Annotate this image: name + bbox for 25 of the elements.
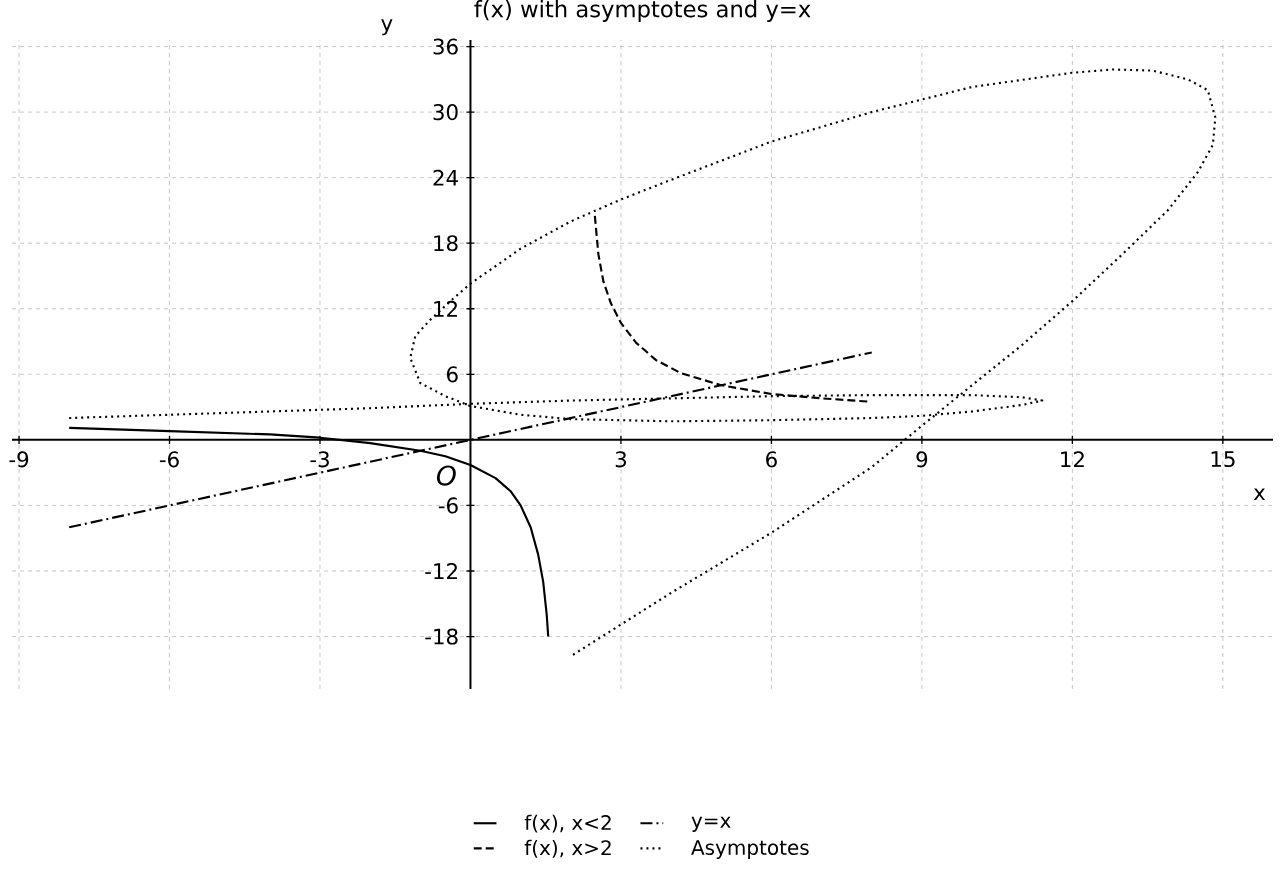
legend-label: f(x), x>2 [524,839,611,858]
y-tick-label: 30 [433,104,458,121]
x-tick-label: -6 [159,451,179,468]
legend-label: f(x), x<2 [524,814,611,833]
y-tick-label: 36 [433,38,458,55]
x-tick-label: 12 [1061,451,1084,468]
y-tick-label: -18 [425,628,458,645]
y-tick-label: -12 [425,563,457,579]
x-tick-label: 3 [615,451,627,468]
x-tick-label: 15 [1211,451,1235,468]
y-tick-label: 24 [433,169,458,186]
legend-label: y=x [691,816,731,832]
y-axis-title: y [381,19,393,36]
chart-title: f(x) with asymptotes and y=x [474,0,811,22]
x-tick-label: 9 [916,451,928,468]
y-tick-label: 6 [447,366,458,383]
x-axis-title: x [1253,488,1266,501]
x-tick-label: -9 [9,451,29,468]
y-tick-label: 18 [434,235,458,252]
legend-label: Asymptotes [691,840,809,859]
y-tick-label: 12 [434,300,457,317]
x-tick-label: -3 [310,451,329,468]
annotation: O [436,465,456,486]
x-tick-label: 6 [766,451,777,468]
y-tick-label: -6 [438,497,458,514]
